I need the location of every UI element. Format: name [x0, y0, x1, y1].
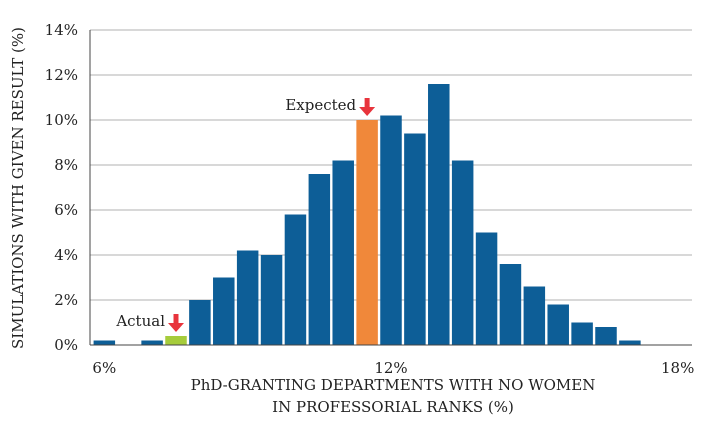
x-axis-title-line-1: PhD-GRANTING DEPARTMENTS WITH NO WOMEN: [191, 376, 596, 394]
bar: [619, 340, 641, 345]
y-tick-label: 2%: [54, 291, 78, 309]
bar: [571, 322, 593, 345]
bar: [141, 340, 163, 345]
bar: [236, 250, 259, 345]
y-tick-label: 6%: [54, 201, 78, 219]
y-tick-label: 8%: [54, 156, 78, 174]
bars: [93, 84, 641, 345]
annotation-actual: Actual: [115, 312, 165, 330]
arrow-actual-icon: [168, 314, 184, 332]
bar: [595, 327, 617, 345]
y-axis-title: SIMULATIONS WITH GIVEN RESULT (%): [9, 27, 27, 349]
bar: [189, 300, 211, 345]
annotations: Actual Expected: [115, 96, 376, 332]
x-tick-label: 6%: [92, 359, 116, 377]
bar: [284, 214, 307, 345]
bar-expected: [356, 120, 378, 345]
y-tick-labels: 0% 2% 4% 6% 8% 10% 12% 14%: [45, 21, 78, 354]
bar: [213, 277, 235, 345]
bar: [260, 255, 283, 345]
x-tick-label: 12%: [374, 359, 407, 377]
annotation-expected: Expected: [285, 96, 356, 114]
bar: [380, 115, 402, 345]
bar-actual: [165, 336, 187, 345]
y-tick-label: 14%: [45, 21, 78, 39]
bar: [499, 264, 522, 345]
bar: [93, 340, 116, 345]
bar: [475, 232, 498, 345]
bar: [332, 160, 354, 345]
bar: [547, 304, 569, 345]
bar: [308, 174, 331, 345]
y-tick-label: 0%: [54, 336, 78, 354]
axes: [89, 30, 692, 346]
y-tick-label: 4%: [54, 246, 78, 264]
x-tick-labels: 6% 12% 18%: [92, 359, 694, 377]
bar: [404, 133, 426, 345]
x-axis-title-line-2: IN PROFESSORIAL RANKS (%): [272, 398, 514, 416]
bar: [451, 160, 474, 345]
y-tick-label: 10%: [45, 111, 78, 129]
x-tick-label: 18%: [661, 359, 694, 377]
bar: [523, 286, 546, 345]
y-tick-label: 12%: [45, 66, 78, 84]
bar: [428, 84, 450, 345]
arrow-expected-icon: [359, 98, 376, 116]
